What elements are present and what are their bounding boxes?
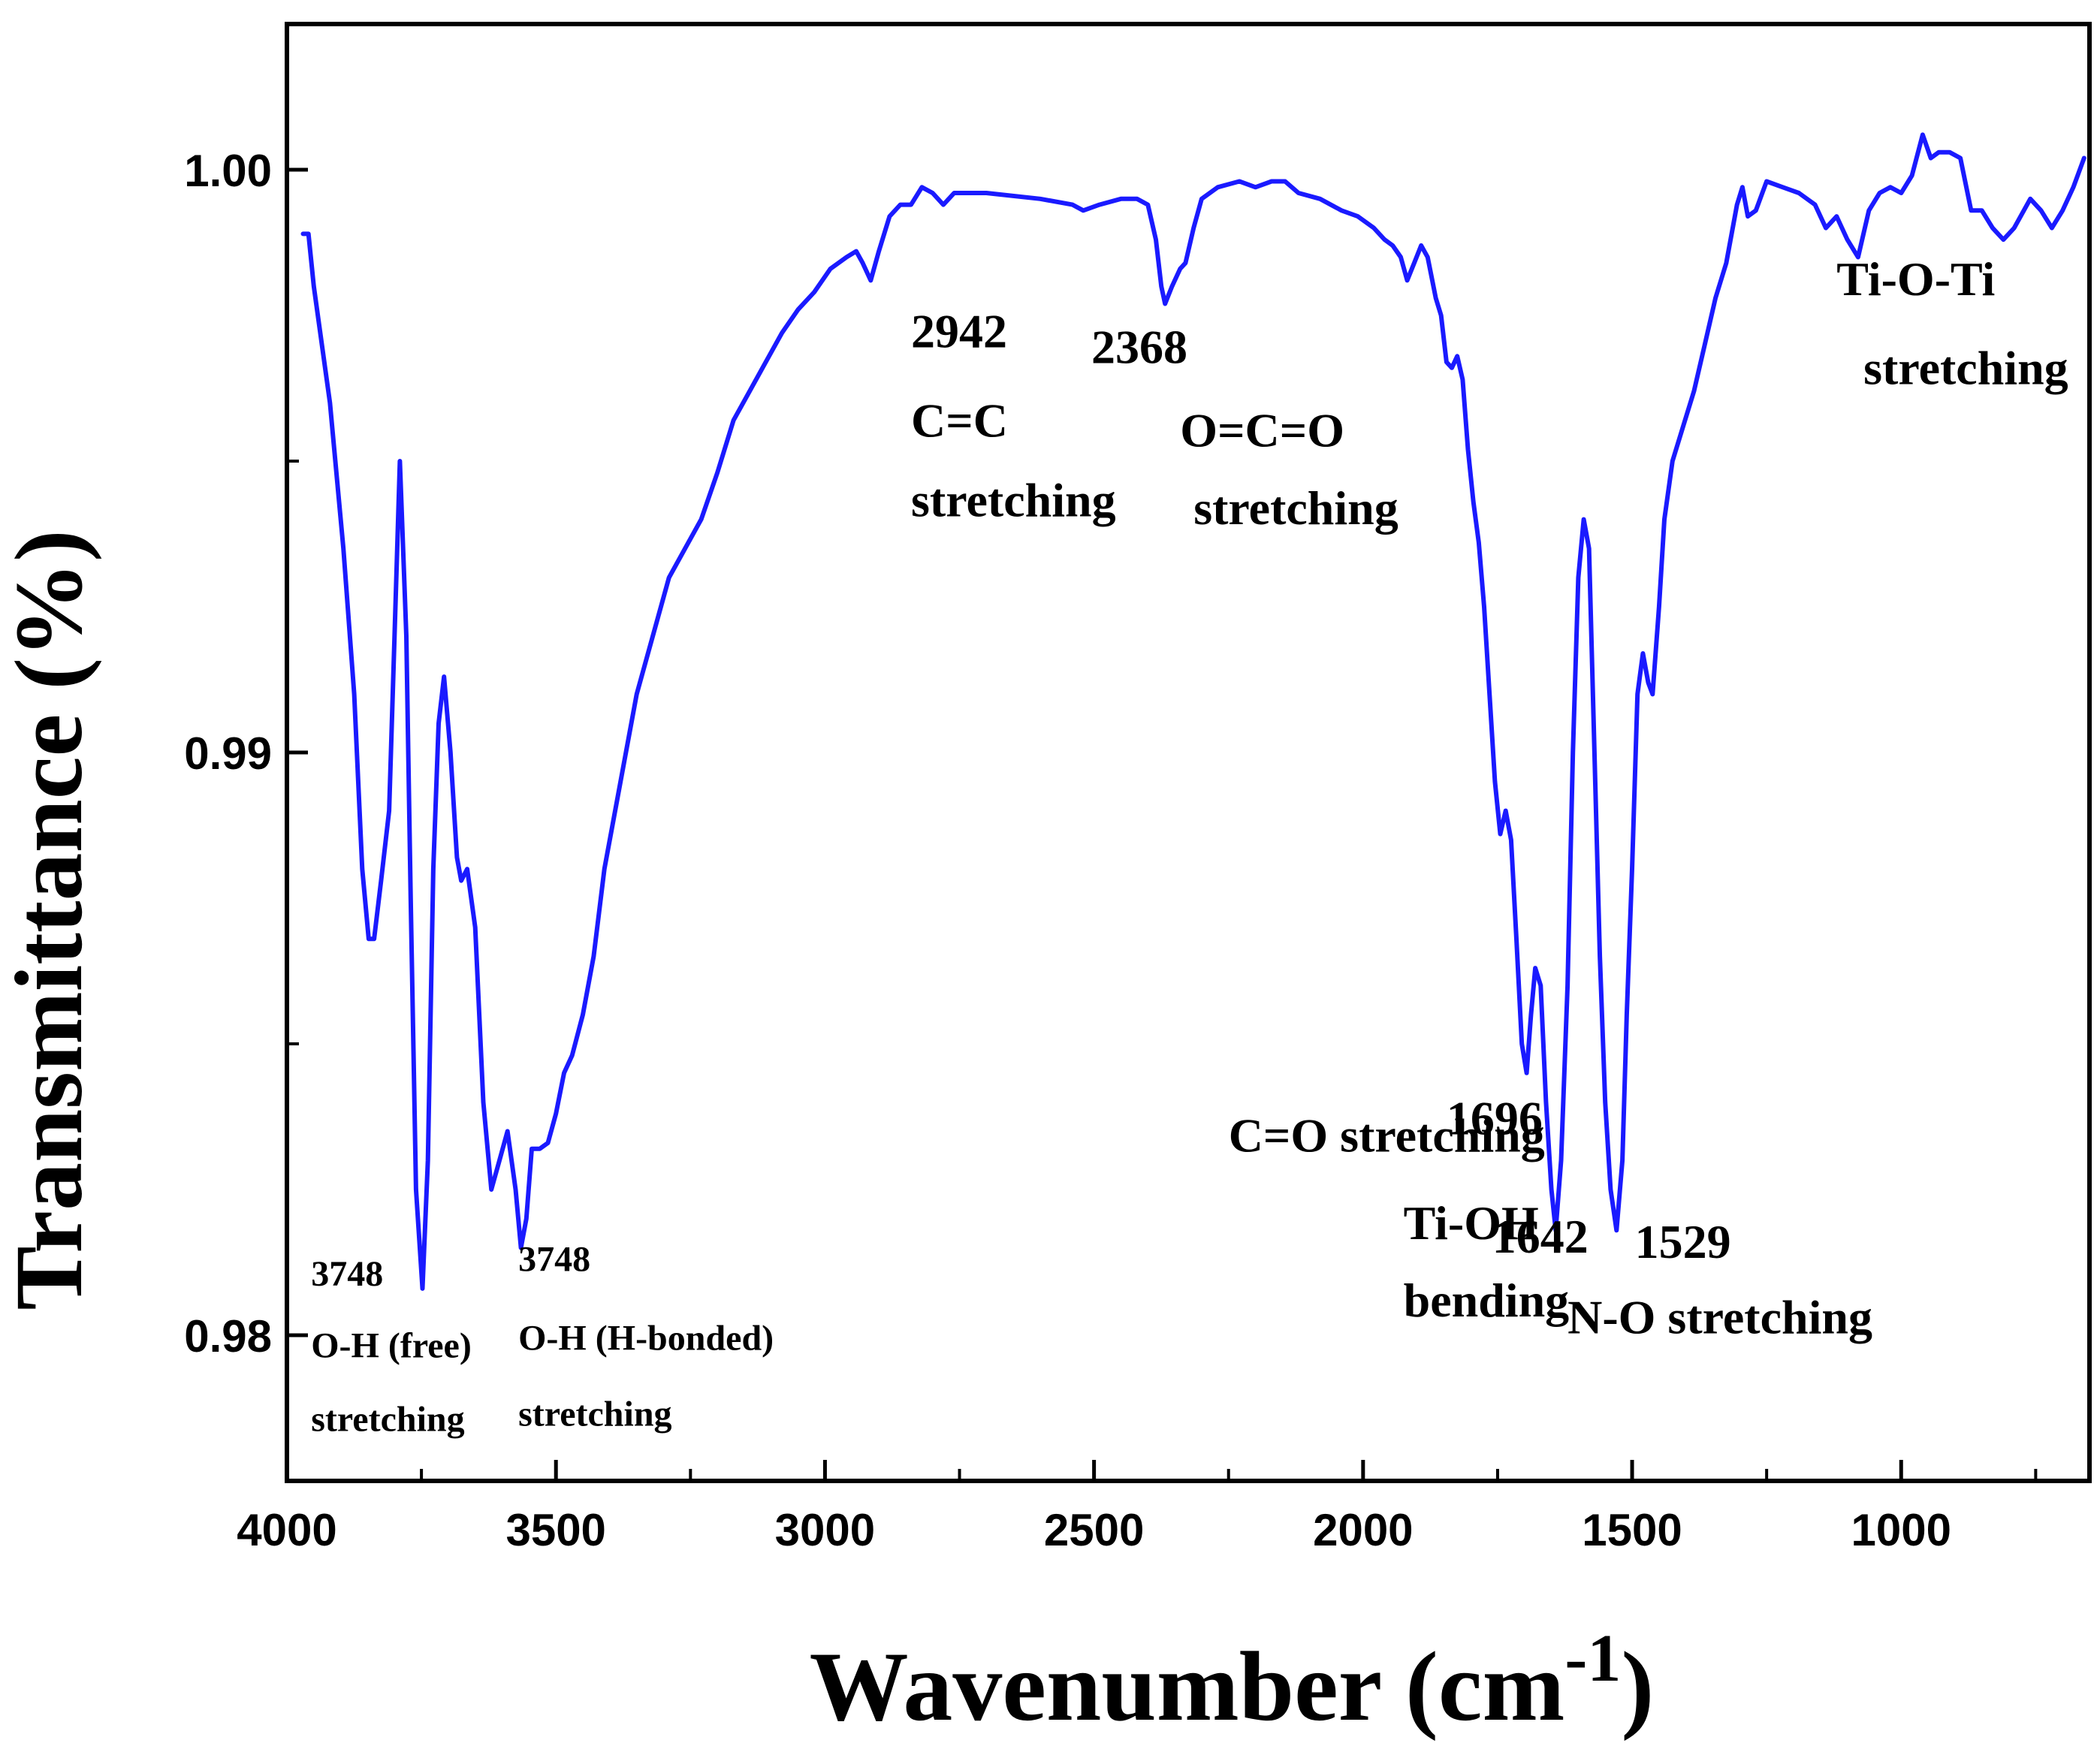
- x-tick-label: 3000: [775, 1505, 875, 1555]
- peak-annotation: stretching: [311, 1399, 464, 1439]
- peak-annotation: 2942: [911, 305, 1007, 358]
- peak-annotation: stretching: [1193, 481, 1398, 535]
- peak-annotation: 1642: [1492, 1210, 1589, 1263]
- peak-annotation: N-O stretching: [1567, 1291, 1872, 1344]
- x-tick-label: 3500: [505, 1505, 605, 1555]
- peak-annotation: 1529: [1635, 1215, 1731, 1268]
- peak-annotation: C=C: [911, 394, 1008, 447]
- series-line-0: [300, 132, 2086, 1291]
- peak-annotations: 2942 C=C stretching 2368 O=C=O stretching Ti-O…: [311, 252, 2068, 1440]
- peak-annotation: 3748: [518, 1240, 590, 1280]
- peak-annotation: O-H (H-bonded): [518, 1318, 774, 1358]
- y-tick-label: 0.99: [184, 728, 272, 779]
- y-tick-label: 1.00: [184, 146, 272, 196]
- x-axis-title-main: Wavenumber (cm: [810, 1631, 1565, 1741]
- peak-annotation: 2368: [1091, 321, 1187, 374]
- plot-area: [300, 132, 2086, 1291]
- peak-annotation: 1696: [1447, 1091, 1543, 1144]
- x-tick-label: 2500: [1044, 1505, 1144, 1555]
- x-tick-label: 4000: [237, 1505, 336, 1555]
- y-axis-title: Transmittance (%): [0, 529, 102, 1310]
- peak-annotation: Ti-OH: [1404, 1196, 1539, 1250]
- peak-annotation: Ti-O-Ti: [1836, 252, 1995, 306]
- peak-annotation: O=C=O: [1180, 404, 1344, 457]
- x-tick-label: 1000: [1851, 1505, 1951, 1555]
- x-axis-title-close: ): [1621, 1631, 1654, 1741]
- x-axis-title: Wavenumber (cm-1): [810, 1621, 1655, 1741]
- x-tick-label: 2000: [1313, 1505, 1413, 1555]
- peak-annotation: C=O stretching: [1229, 1109, 1545, 1162]
- peak-annotation: stretching: [911, 474, 1116, 527]
- peak-annotation: bending: [1404, 1274, 1570, 1327]
- peak-annotation: stretching: [1863, 342, 2068, 395]
- peak-annotation: 3748: [311, 1254, 383, 1294]
- x-axis-title-superscript: -1: [1564, 1621, 1621, 1696]
- peak-annotation: O-H (free): [311, 1326, 472, 1366]
- axis-ticks: 4000 3500 3000 2500 2000 1500 1000 1.00 0.99 0.98: [184, 146, 2038, 1555]
- x-tick-label: 1500: [1582, 1505, 1682, 1555]
- y-tick-label: 0.98: [184, 1311, 272, 1362]
- peak-annotation: stretching: [518, 1394, 671, 1434]
